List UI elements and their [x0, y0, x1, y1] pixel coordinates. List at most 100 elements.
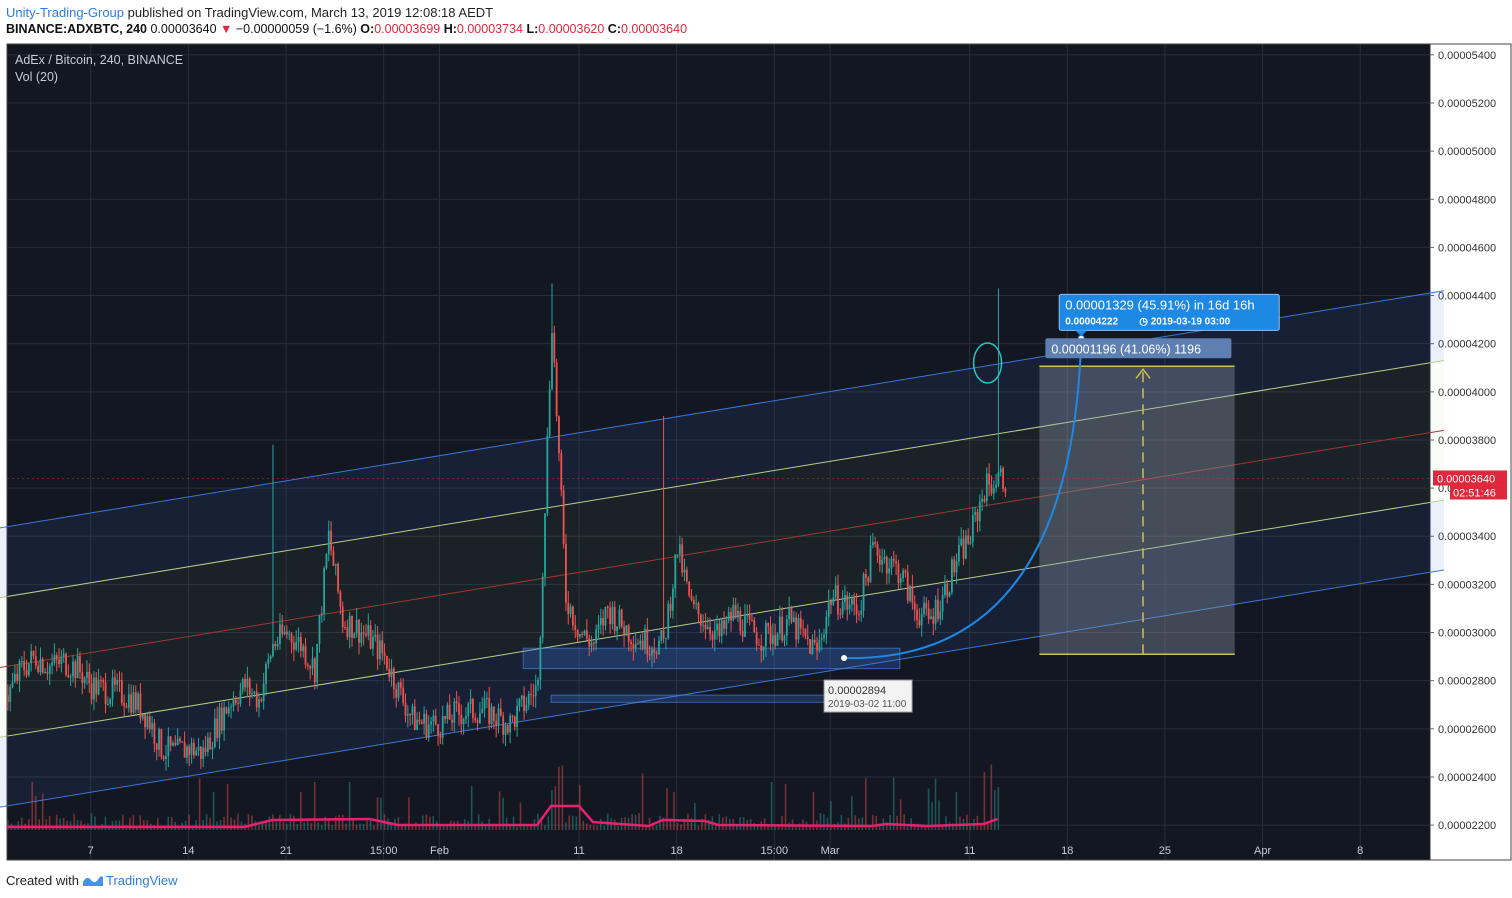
candle-body [265, 664, 267, 684]
volume-bar [34, 796, 37, 830]
candle-body [792, 617, 795, 622]
candle-body [188, 746, 191, 755]
candle-body [546, 435, 549, 514]
volume-bar [390, 821, 393, 830]
candle-body [762, 646, 765, 651]
candle-body [258, 699, 260, 708]
candle-body [667, 603, 670, 639]
candle-body [974, 512, 977, 515]
candle-body [397, 682, 400, 698]
candle-body [44, 671, 47, 673]
candle-body [46, 671, 49, 674]
candle-body [830, 600, 832, 605]
candle-body [878, 555, 881, 565]
candle-body [423, 713, 426, 724]
candle-body [851, 597, 853, 605]
candle-body [732, 604, 735, 621]
candle-body [639, 640, 642, 645]
candle-body [302, 645, 305, 652]
volume-bar [742, 817, 745, 830]
candle-body [411, 706, 414, 715]
volume-bar [66, 820, 68, 830]
candle-body [683, 569, 686, 573]
candle-body [946, 583, 949, 597]
candle-body [72, 661, 74, 677]
volume-bar [997, 787, 1000, 830]
candle-body [888, 568, 891, 574]
candle-body [948, 592, 951, 597]
candle-body [934, 599, 937, 624]
volume-bar [655, 825, 658, 830]
candle-body [299, 636, 302, 652]
candle-body [864, 573, 867, 578]
x-tick-label: 25 [1159, 845, 1171, 857]
candle-body [106, 704, 109, 706]
candle-body [978, 501, 981, 522]
channel-fill-lower [0, 500, 1444, 808]
candle-body [292, 642, 295, 650]
volume-bar [31, 782, 34, 830]
volume-bar [115, 820, 117, 830]
candle-body [304, 645, 307, 665]
volume-bar [777, 824, 780, 830]
candle-body [437, 724, 439, 736]
candle-body [16, 673, 19, 681]
volume-bar [108, 826, 110, 830]
candle-body [944, 583, 946, 596]
volume-bar [572, 815, 574, 830]
candle-body [390, 668, 393, 678]
symbol-name: BINANCE:ADXBTC, 240 [6, 22, 147, 36]
volume-bar [48, 816, 51, 830]
candles [7, 283, 1007, 771]
volume-bar [20, 817, 23, 830]
candle-body [813, 639, 816, 643]
volume-bar [906, 826, 909, 830]
measure-callout: 0.00001329 (45.91%) in 16d 16h 0.00004222… [1058, 293, 1280, 337]
volume-bar [408, 797, 410, 830]
candle-body [660, 630, 663, 641]
candle-body [176, 738, 179, 746]
candle-body [609, 607, 612, 625]
candle-body [909, 585, 911, 601]
candle-body [462, 718, 465, 725]
volume-bar [331, 825, 333, 830]
candle-body [630, 642, 632, 645]
volume-bar [73, 813, 75, 830]
candle-body [262, 683, 265, 702]
volume-bar [292, 815, 295, 830]
volume-bar [966, 814, 968, 830]
candle-body [341, 606, 344, 627]
candle-body [1004, 488, 1007, 493]
candle-body [655, 652, 658, 655]
volume-bar [634, 814, 637, 830]
tradingview-link[interactable]: TradingView [105, 873, 178, 888]
high-label: H: [443, 22, 457, 36]
author-link[interactable]: Unity-Trading-Group [6, 5, 125, 20]
candle-body [637, 643, 639, 645]
support-zone-1 [522, 647, 901, 670]
candle-body [248, 678, 251, 695]
candle-body [241, 679, 244, 691]
volume-bar [129, 817, 131, 830]
candle-body [802, 628, 805, 630]
candle-body [148, 716, 151, 730]
volume-bar [641, 773, 644, 830]
volume-bar [830, 801, 832, 830]
y-tick-label: 0.00003000 [1438, 628, 1496, 640]
candle-body [620, 609, 623, 627]
volume-bar [540, 817, 543, 830]
candle-body [18, 661, 21, 681]
volume-bar [139, 815, 142, 830]
volume-bar [404, 823, 407, 830]
volume-bar [924, 826, 926, 830]
volume-bar [666, 788, 668, 830]
volume-bar [59, 818, 61, 830]
candle-body [844, 595, 846, 603]
measure-callout-pointer [1075, 330, 1088, 337]
y-tick-label: 0.00003200 [1438, 579, 1496, 591]
volume-bar [320, 825, 323, 830]
volume-bar [847, 817, 850, 830]
candle-body [79, 656, 81, 673]
candle-body [199, 746, 202, 759]
